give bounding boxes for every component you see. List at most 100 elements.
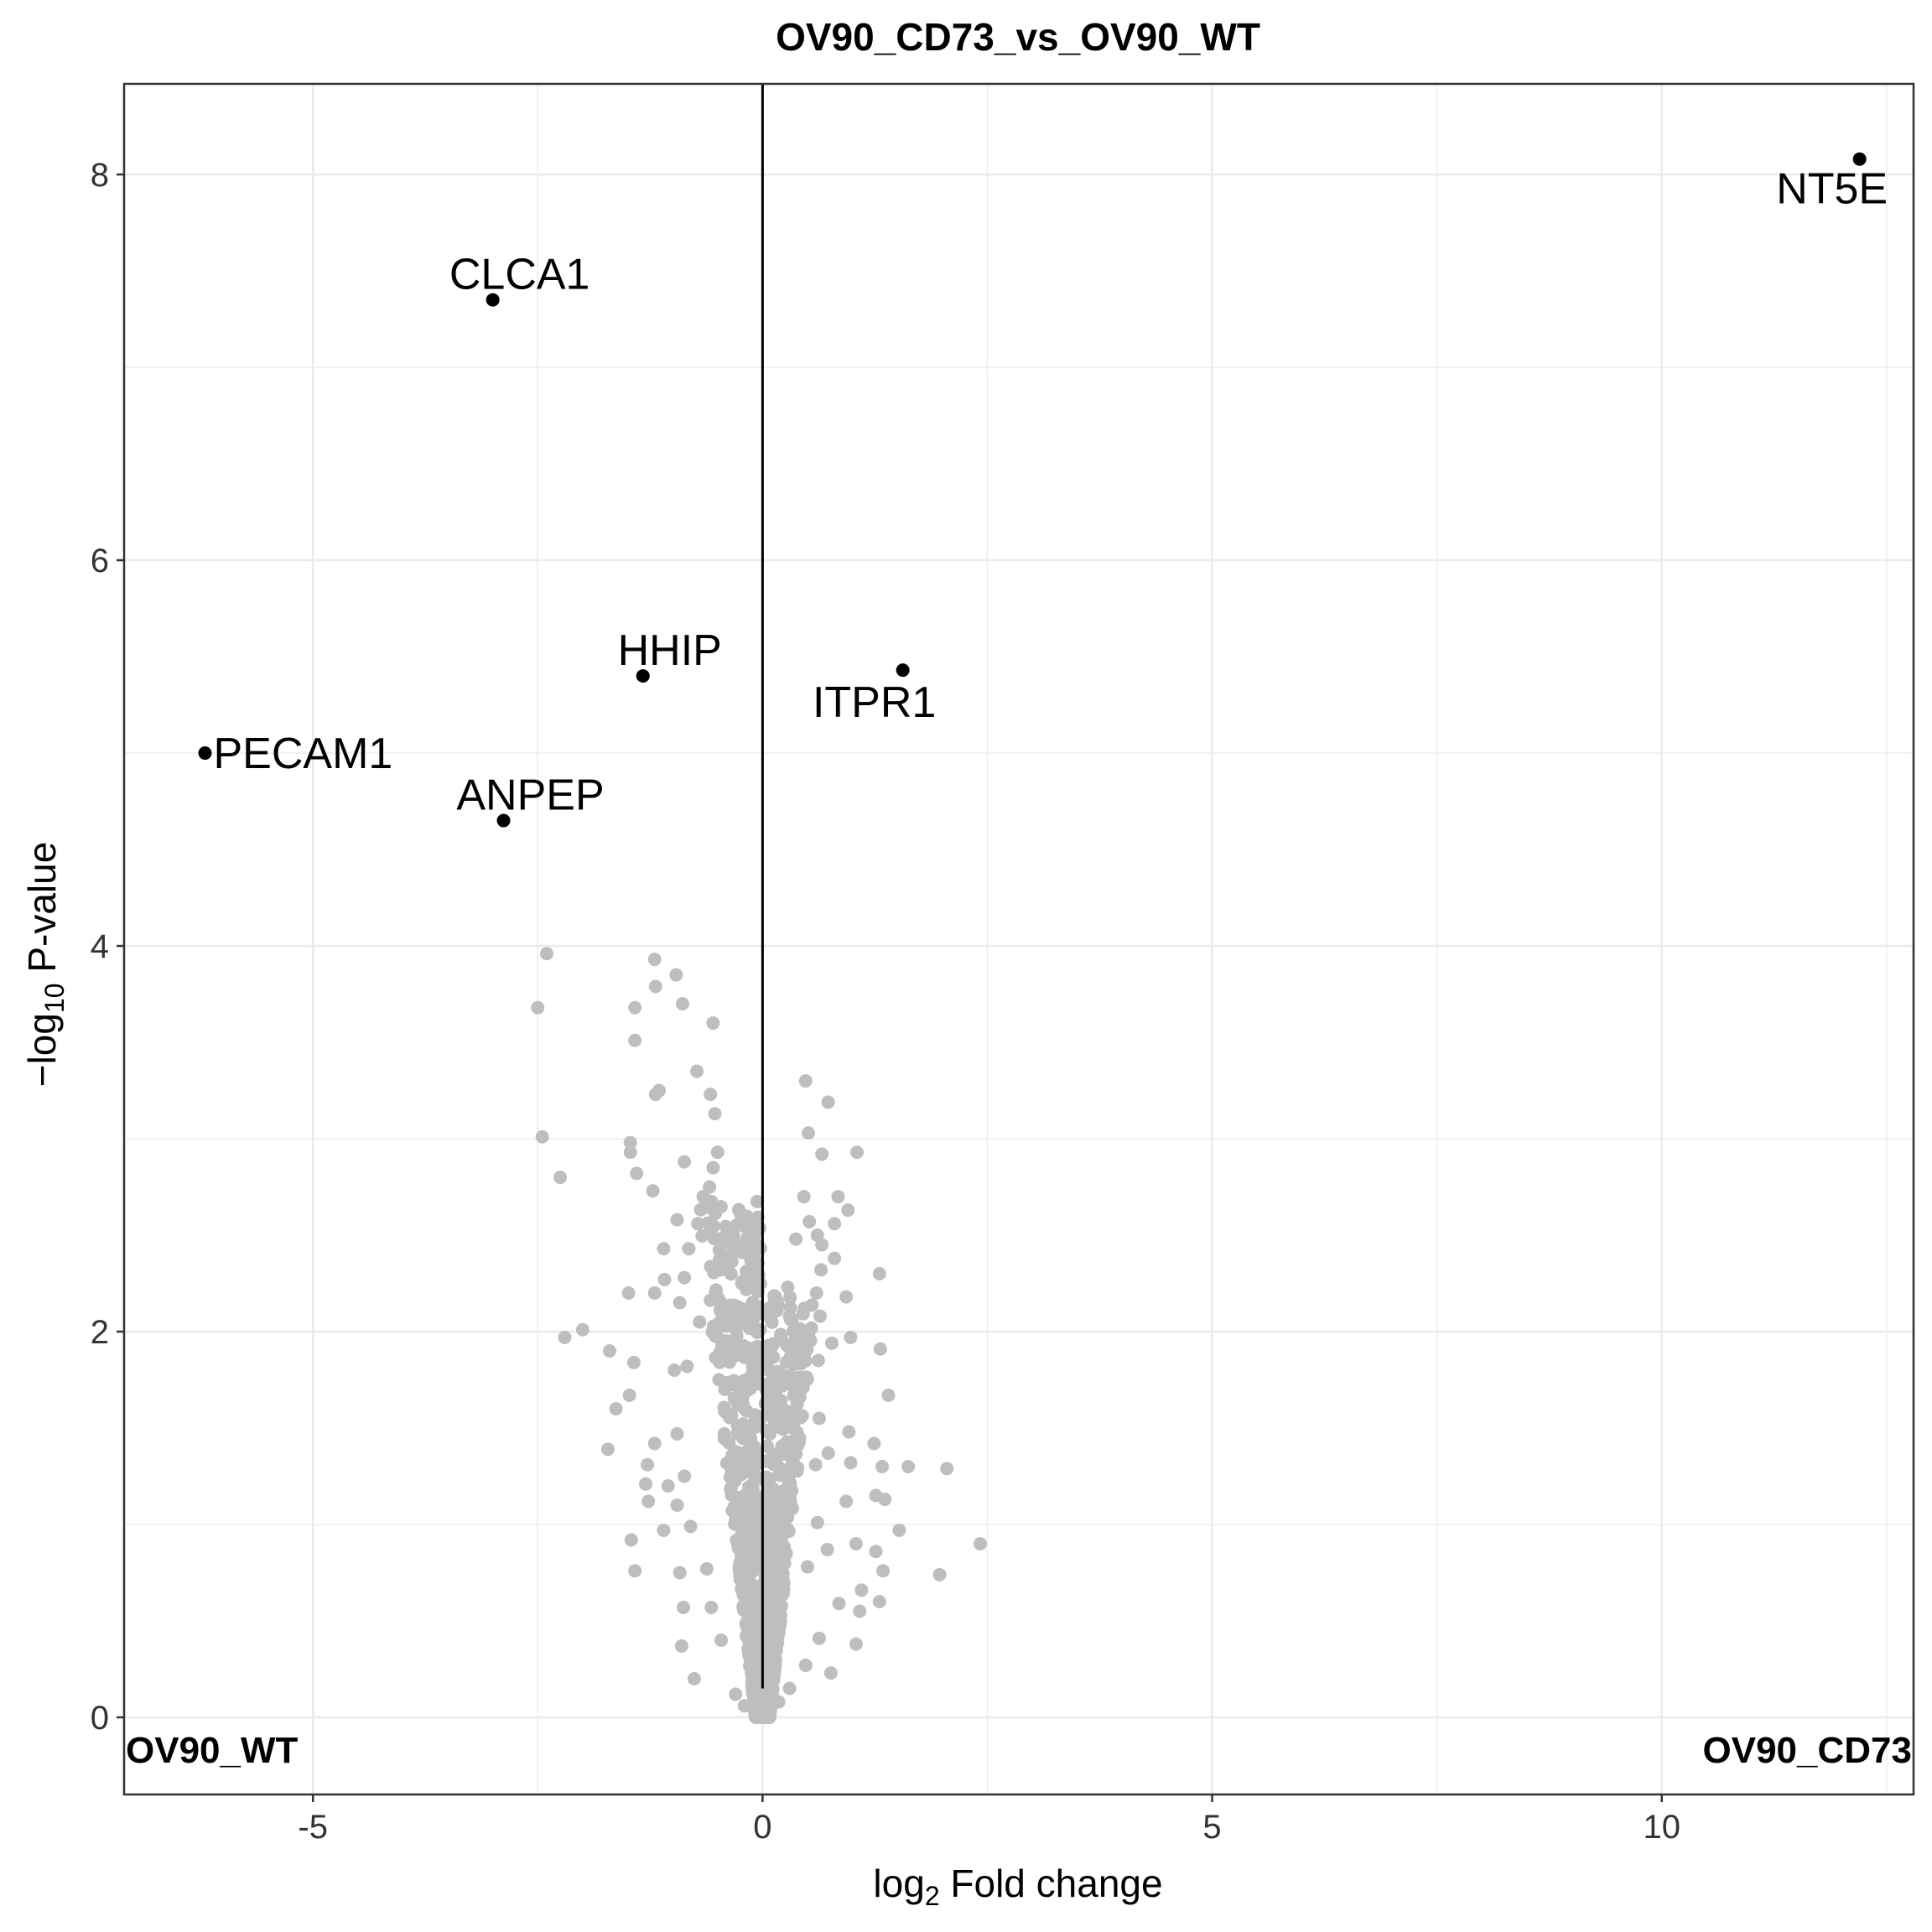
data-point: [831, 1190, 845, 1204]
data-point: [600, 1442, 615, 1457]
data-point: [667, 1363, 682, 1378]
data-point: [648, 1088, 662, 1102]
data-point: [750, 1622, 765, 1636]
data-point: [531, 1000, 545, 1015]
gene-label: ITPR1: [813, 678, 936, 727]
data-point: [735, 1551, 749, 1566]
data-point: [785, 1353, 799, 1367]
data-point: [638, 1477, 652, 1491]
gene-label: NT5E: [1776, 165, 1888, 214]
data-point: [770, 1607, 784, 1622]
data-point: [782, 1448, 797, 1462]
y-tick-label: 6: [91, 543, 109, 579]
data-point: [802, 1126, 816, 1140]
data-point: [802, 1332, 816, 1346]
data-point: [713, 1294, 727, 1308]
data-point: [748, 1706, 762, 1720]
data-point: [766, 1674, 781, 1688]
significant-point-clca1: [486, 293, 500, 307]
data-point: [811, 1353, 825, 1368]
data-point: [730, 1329, 744, 1343]
data-point: [680, 1359, 694, 1374]
data-point: [704, 1259, 718, 1274]
data-point: [623, 1145, 637, 1160]
data-point: [812, 1631, 826, 1645]
data-point: [647, 1286, 662, 1301]
data-point: [729, 1687, 743, 1701]
data-point: [783, 1301, 797, 1315]
data-point: [768, 1654, 782, 1669]
data-point: [628, 1033, 642, 1047]
data-point: [730, 1537, 745, 1551]
data-point: [678, 1155, 692, 1169]
data-point: [670, 1213, 684, 1227]
data-point: [849, 1145, 864, 1160]
data-point: [785, 1312, 799, 1327]
data-point: [657, 1242, 671, 1256]
data-point: [873, 1342, 887, 1356]
right-group-label: OV90_CD73: [1703, 1730, 1912, 1771]
data-point: [603, 1344, 617, 1358]
data-point: [810, 1515, 824, 1530]
data-point: [782, 1420, 796, 1434]
significant-point-hhip: [636, 669, 650, 683]
data-point: [719, 1219, 733, 1233]
data-point: [744, 1509, 758, 1524]
data-point: [763, 1700, 777, 1714]
data-point: [768, 1420, 782, 1434]
data-point: [789, 1405, 803, 1420]
data-point: [628, 1564, 642, 1578]
data-point: [765, 1315, 779, 1329]
data-point: [623, 1135, 637, 1150]
gene-label: ANPEP: [456, 771, 604, 820]
data-point: [714, 1633, 729, 1648]
y-axis-title: −log10 P-value: [20, 842, 70, 1088]
data-point: [805, 1298, 819, 1312]
data-point: [892, 1523, 906, 1537]
data-point: [759, 1582, 773, 1597]
data-point: [703, 1180, 717, 1194]
data-point: [763, 1390, 777, 1405]
data-point: [876, 1564, 891, 1578]
data-point: [750, 1210, 765, 1224]
plot-border: [122, 82, 1915, 1796]
data-point: [704, 1088, 718, 1102]
data-point: [940, 1462, 954, 1476]
data-point: [609, 1402, 623, 1416]
data-point: [763, 1529, 777, 1543]
significant-point-anpep: [496, 813, 511, 828]
axis-ticks: -5 0 5 10 0 2 4 6 8: [91, 157, 1680, 1846]
significant-point-itpr1: [896, 663, 910, 678]
data-point: [624, 1533, 638, 1547]
x-axis-title: log2 Fold change: [873, 1862, 1162, 1911]
gene-label: CLCA1: [449, 251, 590, 299]
data-point: [687, 1672, 701, 1686]
x-tick-label: 0: [753, 1809, 771, 1846]
data-point: [777, 1463, 792, 1478]
data-point: [722, 1436, 736, 1450]
data-point: [798, 1658, 813, 1672]
data-point: [797, 1190, 811, 1204]
data-point: [750, 1194, 764, 1208]
significant-point-nt5e: [1852, 152, 1867, 166]
data-point: [814, 1263, 828, 1277]
data-point: [810, 1228, 824, 1243]
data-point: [706, 1161, 720, 1175]
data-point: [854, 1583, 869, 1597]
data-point: [745, 1544, 760, 1558]
data-point: [798, 1074, 813, 1088]
left-group-label: OV90_WT: [126, 1730, 299, 1771]
data-point: [752, 1695, 766, 1709]
data-point: [794, 1370, 808, 1384]
data-point: [813, 1309, 828, 1323]
data-point: [682, 1242, 696, 1256]
y-tick-label: 8: [91, 157, 109, 194]
data-point: [734, 1301, 748, 1316]
data-point: [641, 1494, 656, 1509]
data-point: [641, 1457, 655, 1472]
data-point: [812, 1411, 826, 1426]
data-point: [973, 1537, 987, 1551]
data-point: [678, 1270, 692, 1285]
data-point: [881, 1388, 896, 1402]
data-point: [844, 1456, 858, 1470]
